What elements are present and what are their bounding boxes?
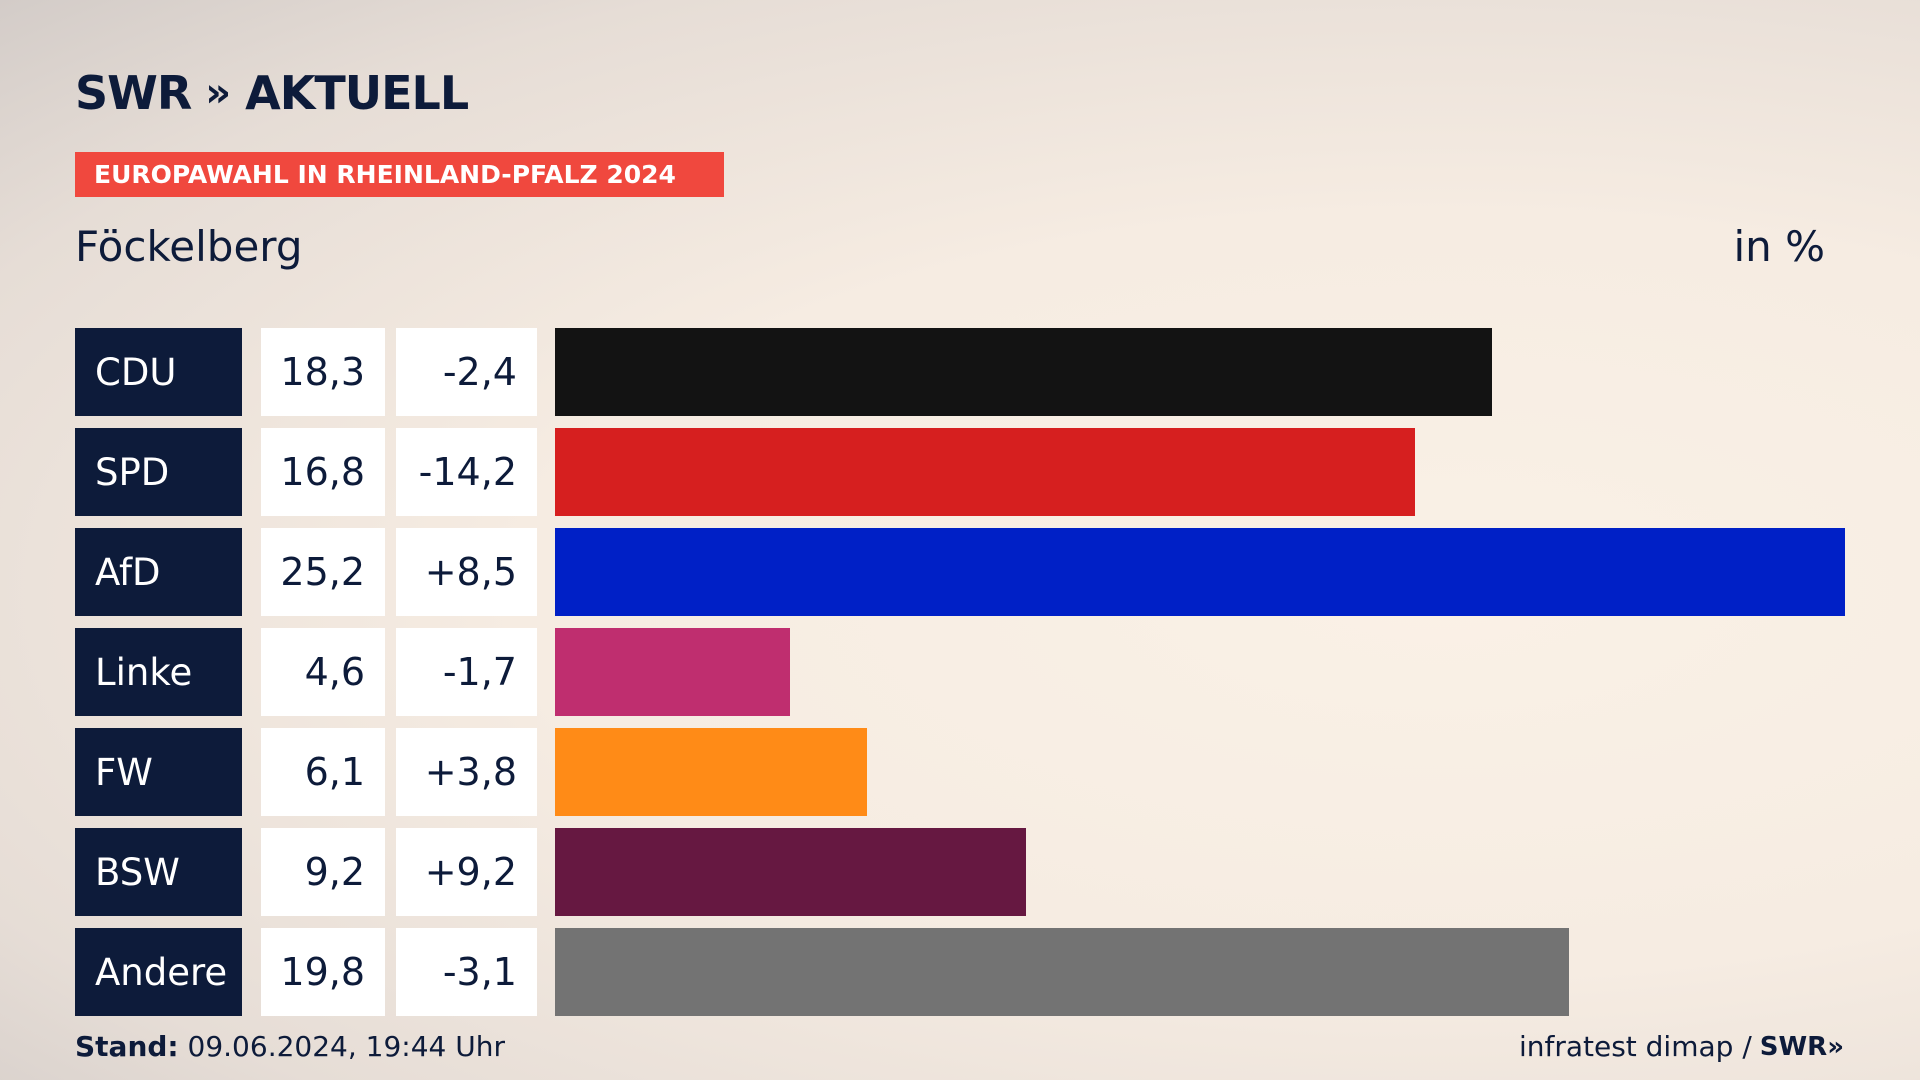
logo-aktuell: AKTUELL: [245, 66, 469, 120]
vote-share-label: 19,8: [261, 928, 385, 1016]
unit-label: in %: [1733, 222, 1825, 271]
logo-chevrons-icon: »: [205, 70, 231, 116]
vote-share-label: 16,8: [261, 428, 385, 516]
vote-change-label: +3,8: [396, 728, 537, 816]
vote-bar: [555, 328, 1492, 416]
vote-change-label: -3,1: [396, 928, 537, 1016]
footer-stand: Stand: 09.06.2024, 19:44 Uhr: [75, 1030, 505, 1063]
party-label: FW: [75, 728, 242, 816]
party-row-fw: FW 6,1 +3,8: [75, 728, 1875, 816]
party-label: AfD: [75, 528, 242, 616]
vote-bar: [555, 528, 1845, 616]
vote-share-label: 4,6: [261, 628, 385, 716]
vote-bar: [555, 928, 1569, 1016]
swr-aktuell-logo: SWR » AKTUELL: [75, 66, 469, 120]
footer-source: infratest dimap / SWR»: [1519, 1030, 1844, 1063]
vote-bar: [555, 428, 1415, 516]
vote-share-label: 25,2: [261, 528, 385, 616]
vote-share-label: 9,2: [261, 828, 385, 916]
vote-share-label: 6,1: [261, 728, 385, 816]
party-label: CDU: [75, 328, 242, 416]
party-row-afd: AfD 25,2 +8,5: [75, 528, 1875, 616]
party-label: Andere: [75, 928, 242, 1016]
party-row-bsw: BSW 9,2 +9,2: [75, 828, 1875, 916]
vote-change-label: -1,7: [396, 628, 537, 716]
swr-brand-logo: SWR»: [1759, 1031, 1844, 1062]
party-label: Linke: [75, 628, 242, 716]
vote-change-label: -14,2: [396, 428, 537, 516]
vote-share-label: 18,3: [261, 328, 385, 416]
election-tag: EUROPAWAHL IN RHEINLAND-PFALZ 2024: [75, 152, 724, 197]
party-label: BSW: [75, 828, 242, 916]
party-row-cdu: CDU 18,3 -2,4: [75, 328, 1875, 416]
vote-bar: [555, 728, 867, 816]
vote-change-label: -2,4: [396, 328, 537, 416]
source-label: infratest dimap /: [1518, 1030, 1752, 1063]
vote-change-label: +8,5: [396, 528, 537, 616]
vote-bar: [555, 828, 1026, 916]
stand-label: Stand:: [75, 1030, 179, 1063]
vote-change-label: +9,2: [396, 828, 537, 916]
stand-value: 09.06.2024, 19:44 Uhr: [187, 1030, 505, 1063]
chart-subtitle: Föckelberg: [75, 222, 303, 271]
party-row-spd: SPD 16,8 -14,2: [75, 428, 1875, 516]
logo-swr: SWR: [75, 66, 192, 120]
party-label: SPD: [75, 428, 242, 516]
vote-bar: [555, 628, 790, 716]
party-row-andere: Andere 19,8 -3,1: [75, 928, 1875, 1016]
party-row-linke: Linke 4,6 -1,7: [75, 628, 1875, 716]
